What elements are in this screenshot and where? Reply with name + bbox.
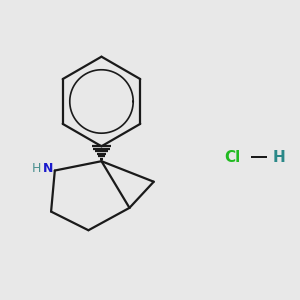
Text: N: N <box>43 162 53 175</box>
Text: Cl: Cl <box>224 150 240 165</box>
Text: H: H <box>272 150 285 165</box>
Text: H: H <box>32 162 42 175</box>
